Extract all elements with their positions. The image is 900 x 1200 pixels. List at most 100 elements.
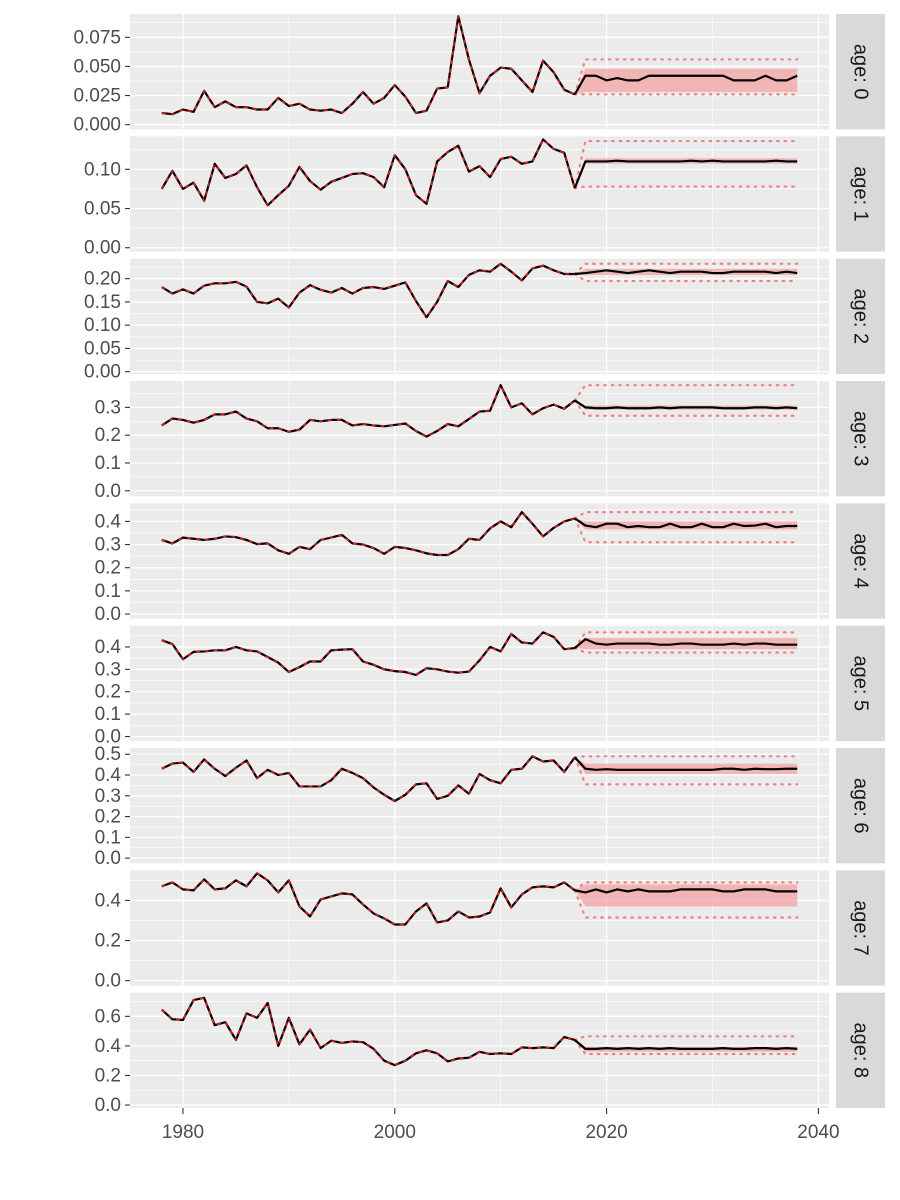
observed-dashed-line (161, 262, 575, 319)
facet-label: age: 7 (850, 900, 872, 956)
y-tick-label: 0.2 (95, 931, 121, 952)
projection-median-line (574, 269, 798, 276)
y-tick-label: 0.2 (95, 682, 121, 703)
y-tick-label: 0.10 (84, 159, 121, 180)
projection-median-line (574, 1039, 798, 1050)
upper-interval-line (573, 139, 799, 190)
y-tick-label: 0.3 (95, 535, 121, 556)
facet-panel: 0.00.10.20.30.4 age: 5 (95, 625, 885, 748)
projection-median-line (573, 74, 798, 95)
facet-panel: 0.0 0.2 0.4 age: 7 (95, 870, 885, 992)
y-tick-label: 0.10 (84, 315, 121, 336)
projection-median-line (573, 159, 798, 189)
facet-label: age: 6 (850, 778, 872, 834)
facet-panel: 0.00 0.05 0.10 age: 1 (84, 136, 885, 259)
y-tick-label: 0.0 (95, 848, 121, 869)
x-tick-label: 1980 (162, 1122, 204, 1143)
lower-interval-line (573, 889, 799, 919)
y-tick-label: 0.1 (95, 704, 121, 725)
y-tick-label: 0.0 (95, 604, 121, 625)
y-tick-label: 0.00 (84, 362, 121, 383)
panel-background (130, 258, 829, 374)
panel-background (130, 136, 829, 252)
y-tick-label: 0.4 (95, 1036, 122, 1057)
y-tick-label: 0.1 (95, 581, 121, 602)
facet-label: age: 8 (850, 1023, 872, 1079)
x-tick-label: 2000 (374, 1122, 416, 1143)
y-tick-label: 0.2 (95, 1065, 121, 1086)
facet-label: age: 0 (850, 44, 872, 100)
facet-strip (836, 14, 885, 130)
projection-median-line (574, 756, 798, 771)
facet-strip (836, 381, 885, 497)
y-tick-label: 0.4 (95, 637, 122, 658)
facet-strip (836, 748, 885, 864)
y-tick-label: 0.3 (95, 659, 121, 680)
facet-panel: 0.0 0.2 0.4 0.6 age: 8 (95, 992, 885, 1116)
y-tick-label: 0.4 (95, 890, 122, 911)
y-tick-label: 0.000 (73, 115, 121, 136)
facet-strip (836, 136, 885, 252)
projection-median-line (574, 399, 798, 410)
observed-dashed-line (161, 755, 576, 802)
facet-label: age: 5 (850, 656, 872, 712)
facet-panel: 0.0 0.1 0.2 0.3 age: 3 (95, 381, 885, 502)
facet-panel: 0.00 0.050.100.150.20 age: 2 (84, 258, 885, 383)
y-tick-label: 0.0 (95, 1095, 121, 1116)
observed-dashed-line (161, 631, 575, 676)
observed-dashed-line (161, 138, 576, 207)
y-tick-label: 0.1 (95, 827, 121, 848)
observed-dashed-line (161, 383, 576, 438)
facet-panel: 0.00.10.20.30.40.5 age: 6 (95, 744, 885, 869)
projection-band (574, 884, 798, 907)
y-tick-label: 0.15 (84, 292, 121, 313)
observed-dashed-line (161, 996, 576, 1066)
observed-dashed-line (161, 16, 576, 116)
y-tick-label: 0.0 (95, 481, 121, 502)
lower-interval-line (573, 517, 799, 544)
y-tick-label: 0.3 (95, 786, 121, 807)
projection-band (574, 68, 798, 95)
upper-interval-line (573, 384, 799, 402)
projection-median-line (574, 517, 798, 529)
upper-interval-line (573, 1035, 799, 1042)
y-tick-label: 0.6 (95, 1006, 121, 1027)
facet-label: age: 3 (850, 411, 872, 467)
y-tick-label: 0.20 (84, 269, 121, 290)
panel-background (130, 381, 829, 497)
facet-panel: 0.00.10.20.3 0.4 age: 4 (95, 503, 885, 625)
lower-interval-line (573, 185, 799, 190)
y-tick-label: 0.2 (95, 558, 121, 579)
y-tick-label: 0.4 (95, 765, 122, 786)
x-tick-label: 2020 (585, 1122, 627, 1143)
facet-strip (836, 992, 885, 1108)
facet-strip (836, 503, 885, 619)
facet-panel: 0.000 0.025 0.050 0.075 age: 0 (73, 14, 885, 136)
facet-label: age: 2 (850, 289, 872, 345)
y-tick-label: 0.00 (84, 238, 121, 259)
facet-strip (836, 870, 885, 986)
y-tick-label: 0.4 (95, 511, 122, 532)
y-tick-label: 0.5 (95, 744, 121, 765)
y-tick-label: 0.2 (95, 807, 121, 828)
lower-interval-line (573, 1038, 799, 1056)
projection-median-line (574, 888, 798, 894)
upper-interval-line (573, 755, 799, 759)
y-tick-label: 0.1 (95, 453, 121, 474)
facet-label: age: 4 (850, 533, 872, 589)
y-tick-label: 0.0 (95, 971, 121, 992)
upper-interval-line (573, 58, 799, 96)
upper-interval-line (573, 262, 799, 276)
lower-interval-line (573, 399, 799, 417)
facet-strip (836, 258, 885, 374)
projection-median-line (574, 637, 798, 649)
panel-background (130, 503, 829, 619)
y-tick-label: 0.2 (95, 425, 121, 446)
y-tick-label: 0.05 (84, 338, 121, 359)
observed-dashed-line (161, 872, 576, 926)
y-tick-label: 0.3 (95, 397, 121, 418)
y-tick-label: 0.050 (73, 56, 121, 77)
y-tick-label: 0.025 (73, 86, 121, 107)
y-tick-label: 0.075 (73, 27, 121, 48)
